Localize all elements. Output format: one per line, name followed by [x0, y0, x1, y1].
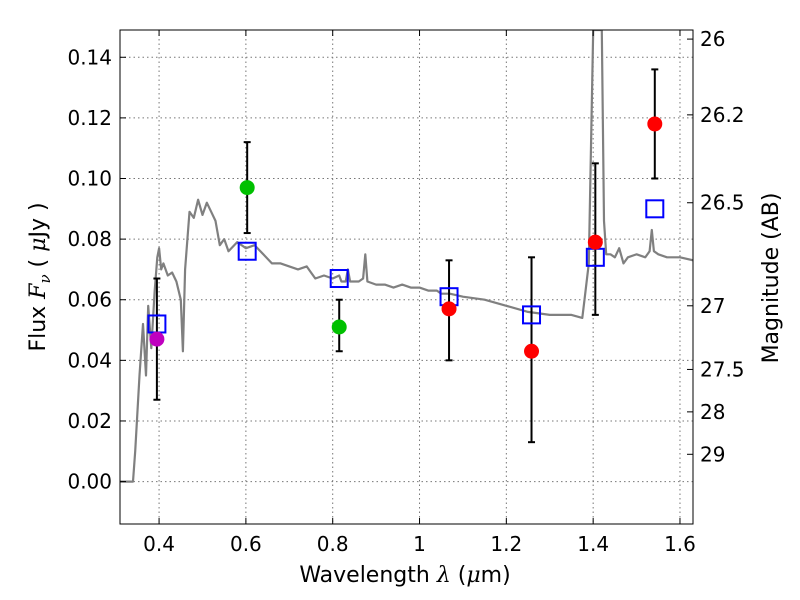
x-tick-label: 0.4 [143, 532, 175, 556]
observed-photometry-point [647, 116, 663, 132]
x-tick-label: 1.2 [490, 532, 522, 556]
x-tick-label: 0.6 [230, 532, 262, 556]
model-photometry-square [329, 269, 349, 289]
marker-layer [147, 116, 665, 359]
model-photometry-square [237, 241, 257, 261]
plot-frame [119, 29, 694, 525]
axis-ticks: 0.4 0.6 0.8 1 1.2 1.4 1.6 0.00 0.02 0.04 0.06 0.08 0… [67, 27, 744, 556]
y2-tick-label: 27.5 [700, 357, 745, 381]
x-tick-label: 1.6 [664, 532, 696, 556]
y-tick-label: 0.04 [67, 348, 112, 372]
y2-tick-label: 26.5 [700, 191, 745, 215]
observed-photometry-point [331, 319, 347, 335]
observed-photometry-point [524, 343, 540, 359]
observed-photometry-point [441, 301, 457, 317]
y2-tick-label: 26.2 [700, 103, 745, 127]
model-photometry-square [522, 305, 542, 325]
y-tick-label: 0.12 [67, 106, 112, 130]
plot-area [120, 30, 693, 524]
y2-tick-label: 28 [700, 400, 725, 424]
y-tick-label: 0.02 [67, 409, 112, 433]
y-tick-label: 0.00 [67, 470, 112, 494]
observed-photometry-point [149, 331, 165, 347]
y-tick-label: 0.06 [67, 288, 112, 312]
y-axis-label: Flux Fν ( μJy ) [26, 202, 54, 351]
y2-axis-label: Magnitude (AB) [759, 193, 784, 364]
observed-photometry-point [587, 234, 603, 250]
y2-tick-label: 29 [700, 442, 725, 466]
x-tick-label: 1 [413, 532, 426, 556]
y2-tick-label: 26 [700, 27, 725, 51]
observed-photometry-point [239, 180, 255, 196]
x-tick-label: 1.4 [577, 532, 609, 556]
y-tick-label: 0.14 [67, 45, 112, 69]
x-axis-label: Wavelength λ (μm) [299, 563, 510, 588]
model-photometry-square [645, 199, 665, 219]
y2-tick-label: 27 [700, 294, 725, 318]
y-tick-label: 0.08 [67, 227, 112, 251]
y-tick-label: 0.10 [67, 167, 112, 191]
x-tick-label: 0.8 [317, 532, 349, 556]
